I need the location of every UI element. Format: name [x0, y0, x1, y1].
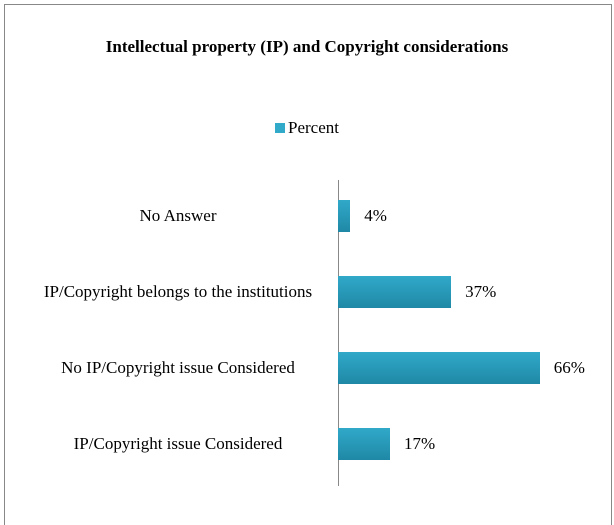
legend: Percent: [0, 118, 614, 138]
legend-swatch: [275, 123, 285, 133]
bar: [338, 352, 540, 384]
category-label: IP/Copyright belongs to the institutions: [43, 282, 313, 301]
legend-label: Percent: [288, 118, 339, 137]
category-label: No IP/Copyright issue Considered: [61, 358, 295, 377]
page: {"chart_data": {"type": "bar", "orientat…: [0, 4, 614, 525]
bar: [338, 200, 351, 232]
category-label: No Answer: [139, 206, 217, 225]
data-label: 66%: [553, 358, 585, 377]
category-label: IP/Copyright issue Considered: [73, 434, 283, 453]
bar: [338, 428, 390, 460]
data-label: 37%: [465, 282, 497, 301]
data-label: 4%: [364, 206, 387, 225]
category-axis: [338, 180, 339, 486]
bar: [338, 276, 452, 308]
chart-title: Intellectual property (IP) and Copyright…: [105, 37, 509, 56]
data-label: 17%: [403, 434, 436, 453]
chart-frame: [4, 4, 612, 525]
